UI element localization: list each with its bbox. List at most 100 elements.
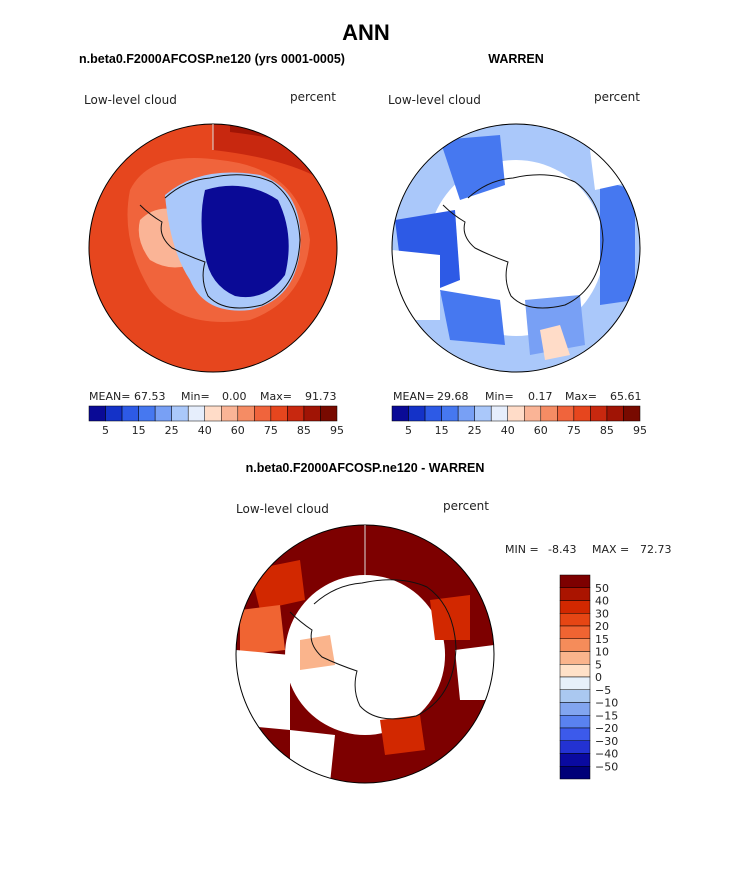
panel-diff-units: percent [443,499,489,513]
colorbar-swatch [524,405,542,422]
colorbar-swatch [457,405,475,422]
colorbar-swatch [204,405,222,422]
colorbar-swatch [138,405,156,422]
colorbar-tick-label: 75 [567,424,581,437]
colorbar-swatch [540,405,558,422]
colorbar-swatch [559,753,591,767]
colorbar-swatch [391,405,409,422]
panel-obs-min-label: Min= [485,390,514,403]
zone-scattered-cells [540,325,570,360]
colorbar-swatch [559,702,591,716]
zone-ross-cells [380,715,425,755]
colorbar-swatch [408,405,426,422]
colorbar-tick-label: 5 [102,424,109,437]
colorbar-tick-label: 95 [633,424,647,437]
colorbar-swatch [557,405,575,422]
colorbar-swatch [559,664,591,678]
coastline [442,174,604,309]
colorbar-swatch [441,405,459,422]
zone-gap-west [392,250,440,320]
colorbar-tick-label: 50 [595,582,609,595]
colorbar-tick-label: 60 [534,424,548,437]
colorbar-swatch [559,715,591,729]
colorbar-tick-label: 5 [405,424,412,437]
colorbar-swatch [559,600,591,614]
colorbar-swatch [270,405,288,422]
colorbar-tick-label: 15 [132,424,146,437]
colorbar-tick-label: 25 [468,424,482,437]
colorbar-swatch [187,405,205,422]
colorbar-tick-label: 60 [231,424,245,437]
colorbar-tick-label: 20 [595,620,609,633]
panel-obs-max-label: Max= [565,390,597,403]
panel-obs-map [392,124,640,372]
panel-obs: WARREN Low-level cloud percent MEAN= 29.… [388,52,647,437]
colorbar-swatch [303,405,321,422]
panel-obs-max-value: 65.61 [610,390,642,403]
zone-ross-cells [525,295,585,355]
colorbar-swatch [606,405,624,422]
colorbar-swatch [559,740,591,754]
colorbar-tick-label: 15 [595,633,609,646]
panel-model-variable: Low-level cloud [84,93,177,107]
colorbar-tick-label: −20 [595,722,618,735]
colorbar-tick-label: 5 [595,658,602,671]
colorbar-swatch [237,405,255,422]
colorbar-tick-label: 0 [595,671,602,684]
colorbar-swatch [490,405,508,422]
colorbar-swatch [559,689,591,703]
panel-model-map [89,124,337,372]
colorbar-tick-label: −10 [595,697,618,710]
colorbar-swatch [221,405,239,422]
colorbar-swatch [559,587,591,601]
colorbar-swatch [424,405,442,422]
colorbar-swatch [559,638,591,652]
colorbar-swatch [474,405,492,422]
panel-model-title: n.beta0.F2000AFCOSP.ne120 (yrs 0001-0005… [79,52,345,66]
colorbar-tick-label: −5 [595,684,611,697]
colorbar-swatch [287,405,305,422]
colorbar-tick-label: 40 [198,424,212,437]
panel-obs-title: WARREN [488,52,544,66]
panel-model-max-value: 91.73 [305,390,337,403]
colorbar-tick-label: −30 [595,735,618,748]
panel-model-units: percent [290,90,336,104]
panel-diff-max-value: 72.73 [640,543,672,556]
colorbar-tick-label: 85 [297,424,311,437]
panel-model-mean-value: 67.53 [134,390,166,403]
panel-diff-variable: Low-level cloud [236,502,329,516]
panel-diff-title: n.beta0.F2000AFCOSP.ne120 - WARREN [246,461,485,475]
panel-obs-min-value: 0.17 [528,390,553,403]
colorbar-swatch [623,405,641,422]
colorbar-tick-label: 75 [264,424,278,437]
colorbar-swatch [507,405,525,422]
colorbar-swatch [121,405,139,422]
panel-model: n.beta0.F2000AFCOSP.ne120 (yrs 0001-0005… [79,52,345,437]
panel-obs-units: percent [594,90,640,104]
panel-model-min-value: 0.00 [222,390,247,403]
colorbar-swatch [559,625,591,639]
zone-indian-sector [600,180,635,305]
panel-model-max-label: Max= [260,390,292,403]
colorbar-swatch [573,405,591,422]
colorbar-swatch [254,405,272,422]
colorbar-tick-label: −50 [595,760,618,773]
colorbar-tick-label: 10 [595,646,609,659]
zone-drake-cells [440,290,505,345]
panel-obs-variable: Low-level cloud [388,93,481,107]
colorbar-tick-label: 25 [165,424,179,437]
colorbar-swatch [559,574,591,588]
colorbar-swatch [105,405,123,422]
colorbar-tick-label: −40 [595,748,618,761]
colorbar-swatch [590,405,608,422]
zone-gap-east [590,150,640,190]
zone-drake-passage [240,605,285,655]
zone-gap-south [290,730,335,783]
colorbar-tick-label: 85 [600,424,614,437]
colorbar-swatch [320,405,338,422]
coastline [139,174,301,309]
colorbar-tick-label: 40 [501,424,515,437]
figure-title: ANN [342,20,390,45]
